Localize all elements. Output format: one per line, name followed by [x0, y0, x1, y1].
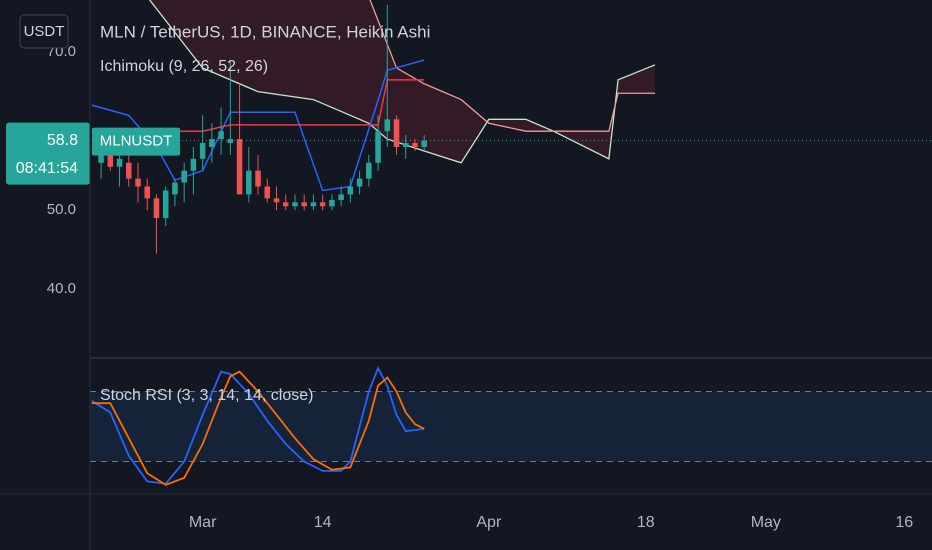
- candle-body: [402, 143, 409, 147]
- candle-body: [181, 170, 187, 183]
- x-tick-label: 14: [314, 514, 332, 531]
- candle-body: [255, 170, 261, 187]
- candle-body: [209, 139, 215, 147]
- overlay: 40.050.070.059.058.808:41:54MLNUSDTMar14…: [6, 43, 913, 531]
- symbol-box: [92, 127, 180, 156]
- last-price-label: 58.8: [47, 132, 78, 149]
- x-tick-label: 16: [895, 514, 913, 531]
- candle-body: [98, 154, 104, 163]
- candle-body: [421, 140, 427, 147]
- candle-body: [329, 199, 335, 207]
- indicator-line: [91, 79, 425, 132]
- candle-body: [116, 158, 123, 167]
- candle-body: [338, 194, 344, 200]
- candle-body: [356, 178, 363, 187]
- x-tick-label: Apr: [476, 514, 502, 531]
- candle-body: [319, 202, 326, 207]
- candle-body: [172, 182, 178, 195]
- candle-body: [282, 202, 289, 207]
- candle-body: [310, 202, 317, 207]
- currency-button[interactable]: [19, 14, 69, 49]
- candle-body: [264, 186, 271, 199]
- stoch-line: [91, 366, 425, 485]
- candle-body: [144, 186, 151, 199]
- candle-body: [162, 190, 169, 219]
- stoch-line: [91, 370, 425, 486]
- x-tick-label: 18: [637, 514, 655, 531]
- symbol-label: MLNUSDT: [100, 133, 173, 150]
- y-tick-label: 50.0: [47, 201, 76, 218]
- candle-body: [199, 143, 206, 159]
- candle-body: [412, 143, 418, 147]
- candle-body: [246, 170, 252, 195]
- candle-body: [236, 139, 243, 195]
- x-tick-label: May: [751, 514, 781, 531]
- candle-body: [393, 119, 400, 147]
- price-pane: [90, 0, 932, 254]
- candle-body: [384, 119, 391, 132]
- currency[interactable]: USDT: [24, 23, 65, 40]
- stoch-pane: [90, 366, 932, 486]
- candle-body: [107, 154, 114, 167]
- candle-body: [301, 202, 307, 207]
- candle-body: [135, 178, 141, 187]
- chart-title: MLN / TetherUS, 1D, BINANCE, Heikin Ashi: [100, 22, 430, 41]
- indicator-title: Stoch RSI (3, 3, 14, 14, close): [100, 387, 313, 404]
- cloud: [149, 0, 656, 163]
- y-tick-label: 40.0: [47, 280, 76, 297]
- candle-body: [126, 162, 132, 179]
- candle-body: [347, 186, 354, 195]
- candle-body: [273, 198, 280, 203]
- candle-body: [218, 131, 224, 140]
- candle-body: [366, 162, 372, 179]
- candle-body: [190, 158, 197, 171]
- candle-body: [153, 198, 160, 219]
- x-tick-label: Mar: [189, 514, 217, 531]
- candle-body: [375, 131, 381, 163]
- band-fill: [90, 391, 932, 462]
- last-price-box: [6, 122, 90, 185]
- candle-body: [292, 202, 298, 207]
- countdown: 08:41:54: [16, 160, 78, 177]
- indicator-title: Ichimoku (9, 26, 52, 26): [100, 58, 268, 75]
